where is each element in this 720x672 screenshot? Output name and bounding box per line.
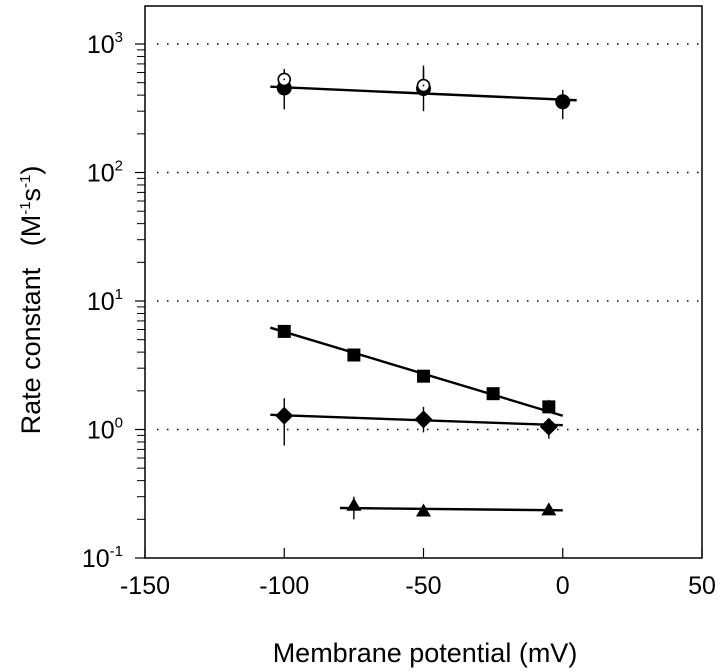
x-tick-label: -100 [259,572,309,600]
fit-line-triangles [339,506,563,512]
x-tick-label: -150 [120,572,170,600]
y-axis-title-main: Rate constant [16,267,46,434]
marker-diamonds [539,417,558,436]
marker-squares [417,369,430,383]
y-minor-ticks [137,49,145,520]
marker-center-dot [283,78,286,81]
y-tick-label: 100 [87,415,123,445]
fit-lines [269,85,577,512]
x-tick-label: 0 [556,572,570,600]
marker-squares [486,387,500,401]
x-tick-label: 50 [688,572,716,600]
y-axis-ticks: 10-1 100 101 102 103 [82,29,145,573]
marker-triangles [346,497,362,511]
marker-filled-circles [555,94,571,110]
y-tick-label: 103 [87,29,123,59]
gridlines [157,43,700,431]
marker-squares [277,324,291,338]
marker-triangles [416,503,431,517]
y-tick-label: 10-1 [82,543,123,573]
marker-triangles [541,502,557,516]
x-axis-title: Membrane potential (mV) [273,638,578,668]
x-axis-ticks: -150 -100 -50 0 50 [120,548,716,600]
marker-diamonds [414,410,433,429]
x-tick-label: -50 [405,572,441,600]
marker-center-dot [422,84,425,87]
marker-squares [347,348,361,362]
marker-squares [542,400,556,414]
y-axis-title: Rate constant (M-1s-1) [16,166,46,435]
marker-diamonds [275,406,294,425]
fit-line-squares [269,326,564,417]
y-tick-label: 101 [87,286,123,316]
error-bars [283,65,564,520]
data-markers [275,72,571,517]
y-tick-label: 102 [87,158,123,188]
